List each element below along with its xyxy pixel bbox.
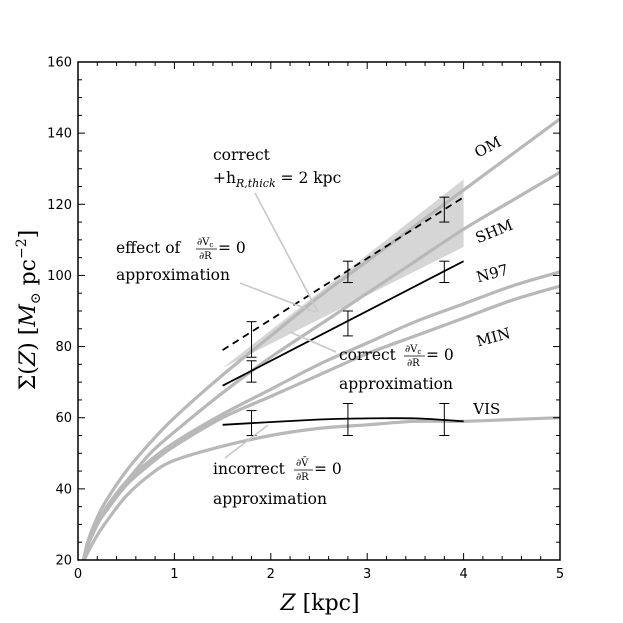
model-label-vis: VIS (472, 400, 500, 418)
model-label-om: OM (471, 133, 504, 162)
fit-line-2 (222, 417, 464, 426)
annot-incorrect-line2: approximation (213, 490, 327, 508)
axis-ticks: 0 1 2 3 4 5 20 40 60 80 100 120 140 160 (47, 56, 564, 583)
annot-thick-rest: = 2 kpc (276, 169, 342, 187)
annot-thick-sub: R,thick (235, 177, 276, 190)
annot-correct-pre: correct (339, 346, 397, 364)
y-tick-label: 160 (47, 56, 72, 71)
error-bar-5 (342, 402, 353, 436)
annot-thick-h: +h (213, 169, 236, 187)
error-bar-0 (246, 321, 257, 358)
annotation-pointers (224, 192, 337, 459)
annot-incorrect-frac-den: ∂R (296, 472, 309, 483)
error-bar-6 (439, 196, 450, 223)
annot-incorrect-pre: incorrect (213, 460, 286, 478)
model-curves-layer (81, 117, 560, 560)
annot-correct-frac-den: ∂R (407, 358, 420, 369)
annot-correct: correct ∂Vc ∂R = 0 approximation (339, 344, 454, 393)
annot-effect-line2: approximation (116, 266, 230, 284)
fit-line-1 (222, 260, 465, 387)
pointer-correct (289, 331, 337, 353)
model-label-min: MIN (474, 324, 512, 350)
y-tick-label: 80 (55, 340, 72, 355)
y-tick-label: 20 (55, 554, 72, 569)
y-tick-label: 40 (55, 482, 72, 497)
annot-correct-post: = 0 (426, 346, 454, 364)
x-tick-label: 3 (363, 567, 371, 582)
annot-correct-frac-num: ∂Vc (405, 344, 421, 356)
y-tick-label: 140 (47, 127, 72, 142)
error-bars-layer (246, 196, 450, 436)
annot-correct-line2: approximation (339, 375, 453, 393)
annot-incorrect: incorrect ∂V̄ ∂R = 0 approximation (213, 457, 342, 508)
annot-effect-post: = 0 (218, 239, 246, 257)
error-bar-1 (246, 360, 257, 383)
y-axis-label: Σ(Z) [M⊙ pc−2] (14, 230, 44, 391)
y-tick-label: 120 (47, 198, 72, 213)
pointer-incorrect (224, 424, 269, 459)
shaded-region (222, 179, 464, 368)
y-tick-label: 60 (55, 411, 72, 426)
model-curve-vis (82, 416, 560, 560)
model-label-n97: N97 (474, 261, 510, 287)
x-axis-label: Z [kpc] (279, 591, 359, 616)
x-tick-label: 5 (556, 567, 564, 582)
pointer-effect (239, 282, 316, 313)
x-tick-label: 0 (74, 567, 82, 582)
annot-effect: effect of ∂Vc ∂R = 0 approximation (116, 237, 246, 284)
model-curve-min (82, 284, 560, 560)
fit-lines-layer (222, 196, 465, 426)
annot-effect-pre: effect of (116, 239, 182, 257)
model-curve-om (81, 117, 560, 560)
error-bar-3 (342, 260, 353, 284)
annot-effect-frac-num: ∂Vc (197, 237, 213, 249)
x-tick-label: 2 (267, 567, 275, 582)
fit-line-0 (222, 196, 465, 351)
annot-thick-line2: +hR,thick = 2 kpc (213, 169, 341, 190)
annot-effect-frac-den: ∂R (199, 251, 212, 262)
annot-incorrect-frac-num: ∂V̄ (296, 457, 309, 469)
annot-incorrect-post: = 0 (314, 460, 342, 478)
annot-thick-line1: correct (213, 146, 271, 164)
shaded-region-layer (222, 179, 464, 368)
error-bar-4 (342, 310, 353, 337)
x-tick-label: 4 (459, 567, 467, 582)
error-bar-7 (439, 260, 450, 284)
error-bar-8 (439, 402, 450, 436)
x-tick-label: 1 (170, 567, 178, 582)
y-tick-label: 100 (47, 269, 72, 284)
pointer-thick (254, 192, 319, 313)
